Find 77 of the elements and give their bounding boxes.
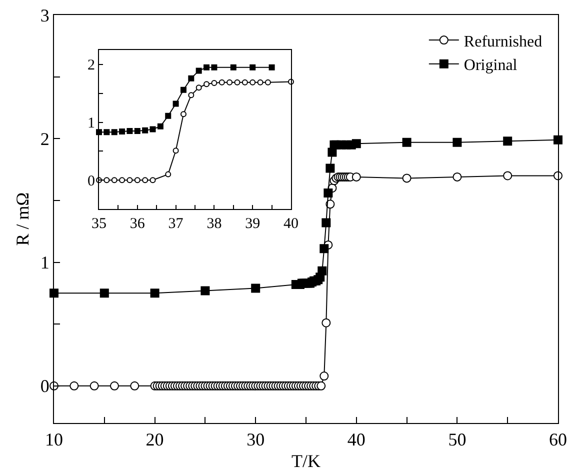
point bbox=[180, 111, 186, 118]
point bbox=[200, 286, 210, 296]
x-tick-label: 38 bbox=[206, 216, 222, 232]
point bbox=[226, 79, 233, 86]
point bbox=[104, 177, 110, 184]
point bbox=[554, 135, 562, 144]
point bbox=[211, 64, 218, 70]
x-axis-title: T/K bbox=[292, 451, 320, 471]
point bbox=[100, 288, 109, 298]
point bbox=[230, 64, 236, 70]
y-tick-label: 2 bbox=[88, 58, 95, 74]
point bbox=[142, 177, 148, 184]
point bbox=[264, 79, 271, 86]
point bbox=[234, 79, 240, 86]
point bbox=[196, 84, 202, 91]
point bbox=[119, 177, 126, 184]
point bbox=[188, 92, 194, 98]
point bbox=[180, 86, 186, 93]
point bbox=[318, 266, 327, 276]
point bbox=[242, 79, 248, 86]
point bbox=[50, 288, 58, 298]
y-tick-label: 1 bbox=[40, 252, 50, 273]
point bbox=[204, 64, 210, 70]
point bbox=[503, 136, 512, 146]
point bbox=[157, 123, 164, 130]
point bbox=[165, 112, 172, 119]
point bbox=[326, 164, 335, 173]
point bbox=[352, 139, 361, 148]
point bbox=[257, 79, 264, 86]
y-tick-label: 3 bbox=[40, 5, 50, 26]
point bbox=[172, 100, 179, 107]
point bbox=[150, 126, 156, 132]
y-tick-label: 1 bbox=[88, 116, 95, 132]
y-tick-label: 0 bbox=[88, 173, 95, 190]
point bbox=[211, 80, 218, 86]
y-tick-label: 2 bbox=[40, 128, 50, 149]
point bbox=[320, 244, 329, 254]
point bbox=[142, 127, 148, 134]
point bbox=[324, 188, 333, 198]
point bbox=[218, 79, 225, 86]
point bbox=[188, 75, 194, 82]
x-tick-label: 40 bbox=[284, 216, 298, 232]
y-axis-title: R / mΩ bbox=[12, 192, 33, 246]
x-tick-label: 60 bbox=[549, 430, 567, 450]
point bbox=[111, 129, 118, 136]
point bbox=[204, 81, 210, 88]
x-tick-label: 35 bbox=[92, 216, 106, 232]
point bbox=[150, 177, 156, 184]
point bbox=[104, 129, 110, 136]
x-tick-label: 10 bbox=[45, 430, 63, 450]
x-tick-label: 36 bbox=[130, 216, 146, 232]
x-tick-label: 20 bbox=[146, 430, 164, 450]
x-tick-label: 40 bbox=[347, 430, 366, 450]
x-tick-label: 50 bbox=[448, 430, 466, 450]
x-tick-label: 37 bbox=[168, 216, 184, 232]
y-tick-label: 0 bbox=[40, 376, 50, 396]
point bbox=[250, 79, 256, 86]
point bbox=[150, 288, 160, 298]
point bbox=[126, 128, 133, 134]
point bbox=[119, 128, 126, 135]
point bbox=[165, 171, 172, 178]
point bbox=[268, 64, 275, 70]
point bbox=[250, 64, 256, 70]
x-tick-label: 39 bbox=[245, 216, 260, 232]
point bbox=[322, 218, 331, 228]
legend-label: Original bbox=[464, 57, 518, 74]
point bbox=[251, 284, 260, 293]
point bbox=[134, 128, 140, 134]
point bbox=[126, 177, 133, 184]
point bbox=[196, 68, 202, 74]
point bbox=[111, 177, 118, 184]
point bbox=[134, 177, 140, 184]
legend-label: Refurnished bbox=[464, 33, 542, 50]
point bbox=[402, 138, 412, 147]
x-tick-label: 30 bbox=[246, 430, 265, 450]
point bbox=[452, 138, 462, 147]
point bbox=[172, 148, 179, 154]
